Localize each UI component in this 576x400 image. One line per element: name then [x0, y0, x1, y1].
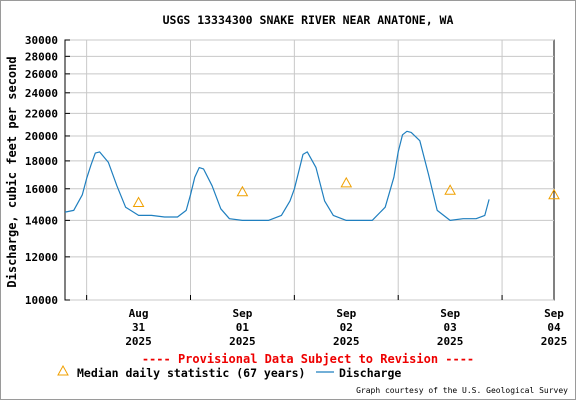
y-tick-label: 18000: [25, 155, 58, 168]
x-tick-day: 04: [547, 321, 561, 334]
x-tick-day: 31: [132, 321, 146, 334]
y-tick-label: 20000: [25, 130, 58, 143]
legend: Median daily statistic (67 years) Discha…: [57, 364, 401, 380]
y-tick-label: 14000: [25, 214, 58, 227]
x-tick-day: 01: [236, 321, 250, 334]
y-tick-label: 30000: [25, 34, 58, 47]
x-tick-year: 2025: [333, 335, 360, 348]
median-triangle-icon: [548, 188, 560, 200]
median-triangle-icon: [132, 196, 145, 207]
y-tick-label: 16000: [25, 183, 58, 196]
y-tick-label: 26000: [25, 68, 58, 81]
credit-text: Graph courtesy of the U.S. Geological Su…: [356, 386, 568, 395]
y-tick-label: 22000: [25, 107, 58, 120]
legend-discharge-label: Discharge: [339, 366, 401, 380]
x-tick-year: 2025: [125, 335, 152, 348]
median-triangle-icon: [340, 176, 353, 188]
y-tick-label: 24000: [25, 87, 58, 100]
x-tick-year: 2025: [437, 335, 464, 348]
median-triangle-icon: [236, 185, 249, 197]
x-tick-month: Sep: [232, 307, 252, 320]
median-markers: [132, 176, 560, 207]
y-tick-label: 10000: [25, 294, 58, 307]
y-axis-ticks: 10000 12000 14000 16000 18000 20000 22000 24000…: [25, 34, 70, 307]
x-tick-month: Sep: [440, 307, 460, 320]
chart-title: USGS 13334300 SNAKE RIVER NEAR ANATONE, …: [163, 13, 454, 27]
y-tick-label: 12000: [25, 251, 58, 264]
discharge-line: [64, 130, 490, 221]
x-axis-ticks: Aug312025Sep012025Sep022025Sep032025Sep0…: [86, 295, 568, 348]
y-tick-label: 28000: [25, 50, 58, 63]
x-tick-month: Aug: [129, 307, 149, 320]
median-triangle-icon: [444, 184, 456, 195]
plot-area: [64, 39, 555, 301]
series-layer: [64, 130, 490, 221]
provisional-notice: ---- Provisional Data Subject to Revisio…: [142, 352, 474, 366]
x-tick-year: 2025: [229, 335, 256, 348]
x-tick-month: Sep: [544, 307, 564, 320]
y-axis-label: Discharge, cubic feet per second: [5, 56, 19, 287]
legend-median-triangle-icon: [57, 364, 69, 376]
x-tick-month: Sep: [336, 307, 356, 320]
x-tick-day: 03: [444, 321, 457, 334]
grid-lines: [65, 39, 554, 301]
x-tick-year: 2025: [541, 335, 568, 348]
x-tick-day: 02: [340, 321, 353, 334]
legend-median-label: Median daily statistic (67 years): [77, 366, 305, 380]
